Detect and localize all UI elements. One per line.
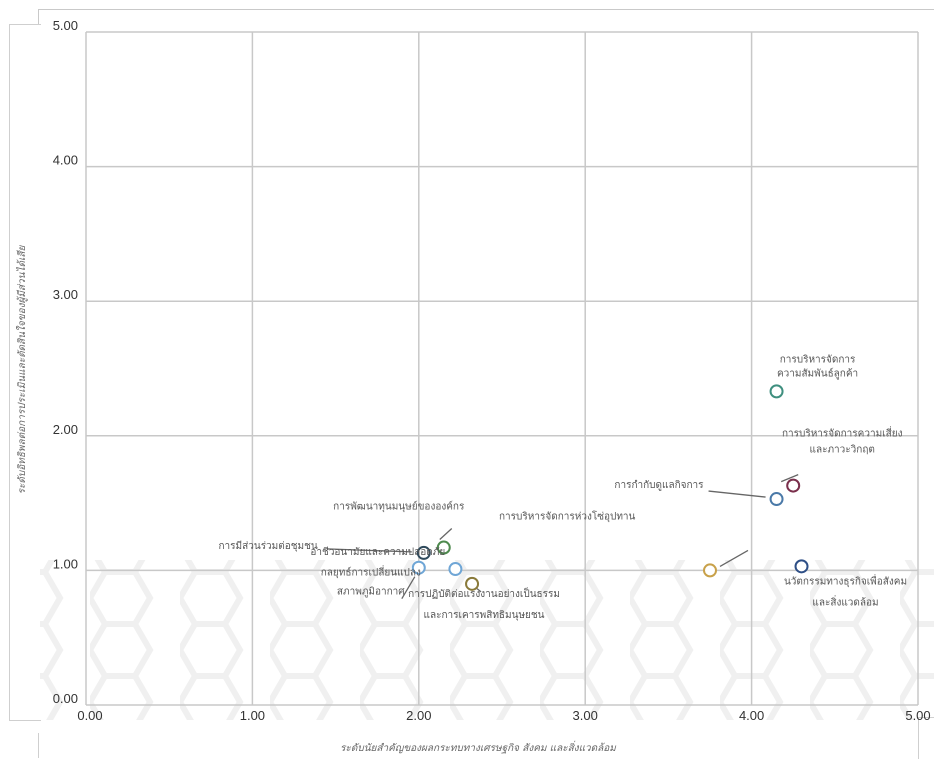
outer-frame-top xyxy=(38,9,934,10)
data-point xyxy=(411,560,426,575)
x-tick-label: 5.00 xyxy=(905,708,930,723)
point-label-line: และสิ่งแวดล้อม xyxy=(812,594,878,608)
y-tick-label: 5.00 xyxy=(53,18,78,33)
point-label-line: นวัตกรรมทางธุรกิจเพื่อสังคม xyxy=(784,573,907,587)
data-point xyxy=(794,559,809,574)
point-label: การบริหารจัดการห่วงโซ่อุปทาน xyxy=(499,509,636,522)
leader-line xyxy=(401,576,416,600)
point-label-line: ความสัมพันธ์ลูกค้า xyxy=(777,367,858,379)
leader-line xyxy=(780,474,799,483)
x-tick-label: 0.00 xyxy=(77,708,102,723)
point-label-line: การกำกับดูแลกิจการ xyxy=(614,480,704,491)
point-label: การบริหารจัดการความสัมพันธ์ลูกค้า xyxy=(777,354,858,379)
grid xyxy=(85,31,919,706)
point-labels: การบริหารจัดการความสัมพันธ์ลูกค้าการบริห… xyxy=(219,354,908,620)
point-label: การพัฒนาทุนมนุษย์ขององค์กร xyxy=(333,501,465,513)
point-label-line: การปฏิบัติต่อแรงงานอย่างเป็นธรรม xyxy=(408,586,560,600)
x-tick-label: 4.00 xyxy=(739,708,764,723)
point-label-line: การมีส่วนร่วมต่อชุมชน xyxy=(219,540,318,552)
data-point xyxy=(416,545,431,560)
x-tick-label: 2.00 xyxy=(406,708,431,723)
point-label-line: กลยุทธ์การเปลี่ยนแปลง xyxy=(321,565,421,579)
point-label: การมีส่วนร่วมต่อชุมชน xyxy=(219,540,318,552)
leader-line xyxy=(708,490,766,498)
y-tick-label: 3.00 xyxy=(53,287,78,302)
data-point xyxy=(465,576,480,591)
x-axis-title: ระดับนัยสำคัญของผลกระทบทางเศรษฐกิจ สังคม… xyxy=(340,740,617,754)
leader-lines xyxy=(326,474,799,600)
x-axis-title-panel xyxy=(38,733,917,758)
y-tick-label: 4.00 xyxy=(53,153,78,168)
point-label: กลยุทธ์การเปลี่ยนแปลงสภาพภูมิอากาศ xyxy=(321,565,421,598)
y-tick-label: 2.00 xyxy=(53,422,78,437)
leader-line xyxy=(719,549,749,567)
point-label: การปฏิบัติต่อแรงงานอย่างเป็นธรรมและการเค… xyxy=(408,586,560,621)
outer-frame-left xyxy=(38,9,39,27)
point-label: อาชีวอนามัยและความปลอดภัย xyxy=(310,546,445,558)
point-label-line: การบริหารจัดการความเสี่ยง xyxy=(782,426,903,440)
data-point xyxy=(448,562,463,577)
point-label-line: สภาพภูมิอากาศ xyxy=(337,587,405,598)
point-label-line: และการเคารพสิทธิมนุษยชน xyxy=(424,610,545,621)
point-label: การกำกับดูแลกิจการ xyxy=(614,480,704,491)
tick-labels: 0.00 1.00 2.00 3.00 4.00 5.00 0.00 1.00 2.00 3.00… xyxy=(53,18,931,723)
background-pattern xyxy=(40,560,934,720)
point-label-line: อาชีวอนามัยและความปลอดภัย xyxy=(310,546,445,558)
data-point xyxy=(436,540,451,555)
point-label-line: การบริหารจัดการ xyxy=(780,354,856,365)
leader-line xyxy=(326,548,412,553)
y-tick-label: 1.00 xyxy=(53,556,78,571)
point-label-line: และภาวะวิกฤต xyxy=(810,445,875,456)
y-axis-title: ระดับอิทธิพลต่อการประเมินและตัดสินใจของผ… xyxy=(16,244,28,494)
data-point xyxy=(769,492,784,507)
leader-line xyxy=(439,528,453,540)
x-tick-label: 1.00 xyxy=(240,708,265,723)
point-label: นวัตกรรมทางธุรกิจเพื่อสังคมและสิ่งแวดล้อ… xyxy=(784,573,907,608)
data-point xyxy=(769,384,784,399)
data-point xyxy=(703,563,717,578)
point-label: การบริหารจัดการความเสี่ยงและภาวะวิกฤต xyxy=(782,426,903,456)
point-label-line: การพัฒนาทุนมนุษย์ขององค์กร xyxy=(333,501,465,513)
data-point xyxy=(786,478,801,493)
data-points xyxy=(411,384,809,591)
x-tick-label: 3.00 xyxy=(573,708,598,723)
point-label-line: การบริหารจัดการห่วงโซ่อุปทาน xyxy=(499,509,636,522)
y-tick-label: 0.00 xyxy=(53,691,78,706)
y-axis-title-panel xyxy=(9,24,41,721)
